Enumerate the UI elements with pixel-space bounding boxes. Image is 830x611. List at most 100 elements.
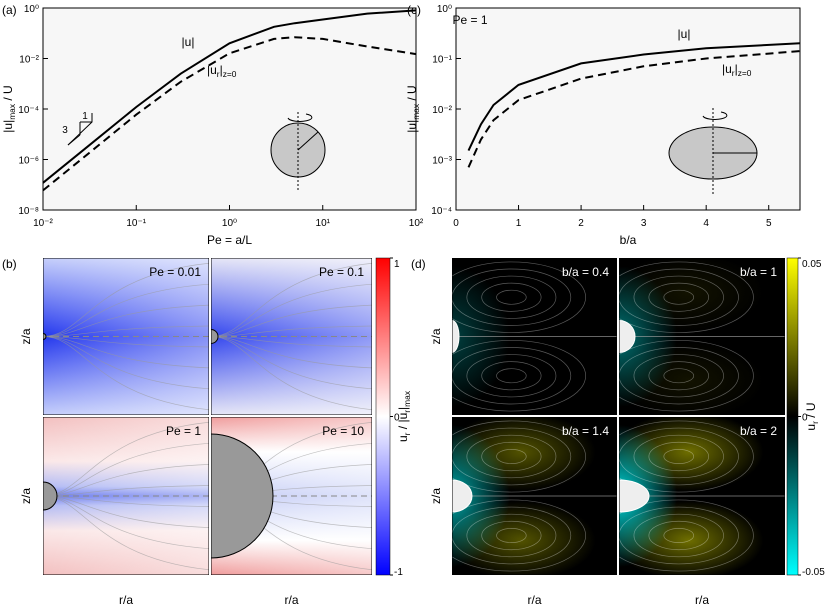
streamline	[452, 340, 586, 412]
streamline	[648, 282, 709, 312]
streamline	[452, 499, 586, 572]
streamline	[496, 449, 527, 464]
x-axis-label: r/a	[527, 593, 541, 607]
y-tick-label: 10⁻⁴	[18, 105, 39, 116]
spheroid	[452, 320, 460, 353]
streamline	[452, 420, 586, 493]
field-panel	[619, 258, 785, 415]
plot-frame	[42, 7, 417, 211]
text-part: |u	[722, 62, 732, 76]
text-part: r	[402, 410, 412, 413]
text-part: max	[402, 390, 412, 407]
y-axis-label: z/a	[429, 328, 443, 344]
spheroid	[619, 479, 650, 513]
streamline	[211, 304, 372, 337]
panel-title: Pe = 0.1	[319, 265, 364, 279]
field-panel	[211, 417, 372, 575]
annotation: Pe = 1	[452, 13, 487, 27]
streamline	[619, 268, 739, 326]
text-part: Pe = a/L	[207, 233, 252, 247]
rotation-arrow	[287, 113, 313, 122]
plot-area	[456, 8, 800, 210]
text-part: u	[396, 435, 410, 442]
sphere	[211, 433, 274, 559]
series-line	[42, 9, 417, 184]
text-part: |u	[207, 63, 217, 77]
streamline	[43, 304, 209, 337]
field-panel	[43, 258, 209, 415]
colorbar-tick-label: 1	[394, 259, 400, 270]
text-part: |u|	[182, 35, 195, 49]
x-tick-label: 10⁰	[222, 218, 237, 229]
streamline	[43, 336, 209, 411]
text-part: / |u	[396, 413, 410, 433]
text-part: r	[732, 68, 735, 78]
y-tick-label: 10⁻¹	[432, 55, 452, 66]
text-part: / U	[1, 85, 15, 104]
x-axis-label: Pe = a/L	[207, 233, 252, 247]
x-axis-label: r/a	[695, 593, 709, 607]
y-tick-label: 10⁰	[437, 4, 452, 15]
streamline	[43, 283, 209, 337]
streamline	[663, 528, 695, 543]
streamline	[452, 268, 572, 326]
streamline	[481, 520, 542, 551]
text-part: max	[7, 103, 17, 120]
slope-triangle	[67, 113, 93, 146]
streamline	[481, 441, 542, 472]
annotation: |u|	[182, 35, 195, 49]
streamline	[452, 427, 572, 486]
streamline	[211, 336, 372, 390]
spheroid	[619, 320, 636, 353]
streamline	[619, 420, 754, 493]
field-panel	[211, 258, 372, 415]
text-part: 1	[82, 111, 88, 122]
y-tick-label: 10⁻²	[19, 55, 39, 66]
field-panel	[452, 258, 617, 415]
y-tick-label: 10⁰	[24, 4, 39, 15]
panel-title: b/a = 2	[740, 424, 777, 438]
sphere	[43, 333, 47, 340]
slope-tri-2	[67, 134, 81, 146]
y-tick-label: 10⁻⁸	[18, 206, 39, 217]
colorbar-tick-label: 0.05	[802, 259, 822, 270]
streamline	[619, 499, 754, 572]
streamline	[619, 506, 739, 565]
panel-title: Pe = 1	[166, 424, 201, 438]
x-tick-label: 2	[578, 218, 584, 229]
streamline	[496, 528, 527, 543]
streamline	[481, 361, 542, 391]
field-panel	[619, 417, 785, 575]
streamline	[211, 336, 372, 369]
panel-title: Pe = 0.01	[149, 265, 201, 279]
annotation: 1	[82, 111, 88, 122]
streamline	[633, 354, 724, 398]
panel-label: (c)	[407, 3, 421, 17]
streamline	[663, 449, 695, 464]
text-part: |	[396, 407, 410, 410]
streamline	[452, 347, 572, 405]
colorbar-tick-label: 0	[394, 413, 400, 424]
x-tick-label: 4	[703, 218, 709, 229]
sphere	[43, 481, 58, 511]
y-tick-label: 10⁻⁴	[431, 206, 452, 217]
streamline	[648, 441, 709, 472]
panel-label: (a)	[2, 3, 17, 17]
x-tick-label: 10⁻²	[33, 218, 53, 229]
streamline	[452, 506, 572, 565]
text-part: b/a	[620, 233, 637, 247]
x-tick-label: 10²	[409, 218, 424, 229]
streamline	[466, 513, 557, 558]
sphere	[211, 329, 219, 344]
text-part: 3	[62, 125, 68, 136]
streamline	[648, 361, 709, 391]
x-tick-label: 10⁻¹	[126, 218, 146, 229]
streamline	[452, 261, 586, 333]
streamline	[481, 282, 542, 312]
colorbar	[375, 257, 391, 576]
y-axis-label: |u|max / U	[405, 85, 421, 132]
streamline	[496, 289, 527, 305]
panel-title: Pe = 10	[322, 424, 364, 438]
x-tick-label: 3	[641, 218, 647, 229]
